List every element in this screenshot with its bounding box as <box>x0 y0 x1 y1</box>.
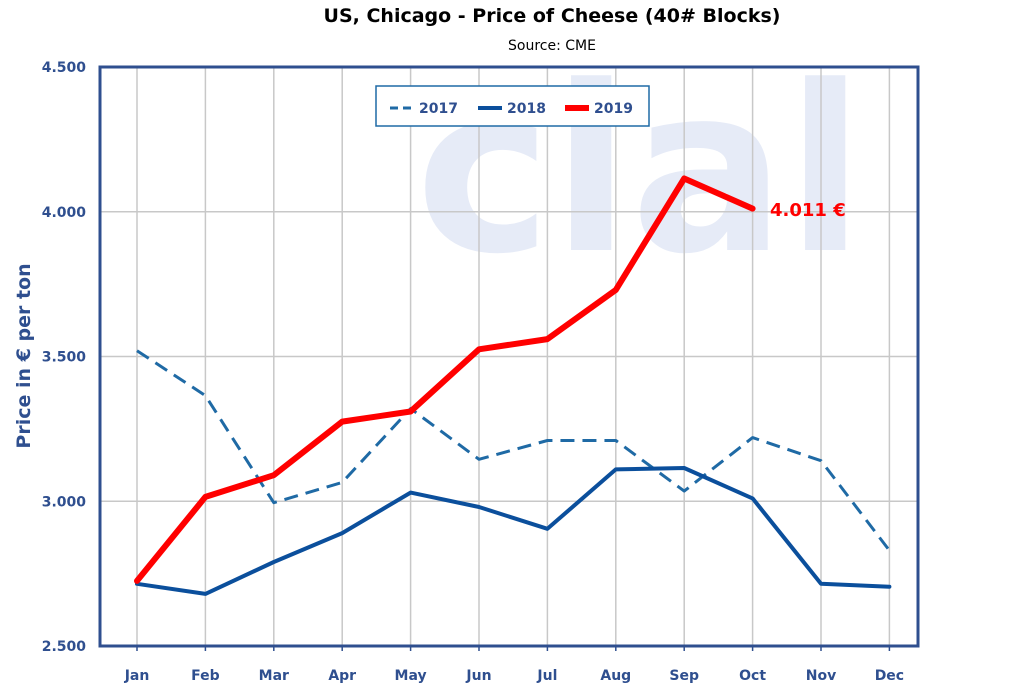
y-tick-label: 2.500 <box>42 639 87 655</box>
y-tick-label: 4.000 <box>42 205 87 221</box>
x-tick-label: Mar <box>259 668 289 683</box>
series-line-2019 <box>134 175 756 584</box>
legend-label-2018: 2018 <box>507 101 546 117</box>
watermark-logo: clal <box>415 38 864 305</box>
x-tick-label: Nov <box>806 668 836 683</box>
series-line-2017 <box>136 349 891 552</box>
y-tick-label: 3.000 <box>42 494 87 510</box>
series-line-2018 <box>135 466 892 596</box>
legend: 2017 2018 2019 <box>375 85 650 127</box>
grid <box>100 67 918 646</box>
x-axis-ticks: Jan Feb Mar Apr May Jun Jul Aug Sep Oct Nov Dec <box>124 646 904 683</box>
x-tick-label: Jun <box>465 668 491 683</box>
chart-subtitle: Source: CME <box>508 38 596 54</box>
watermark-text: clal <box>415 38 864 305</box>
series-lines <box>134 175 892 596</box>
x-tick-label: Feb <box>191 668 220 683</box>
x-tick-label: Aug <box>600 668 631 683</box>
x-tick-label: Dec <box>875 668 904 683</box>
x-tick-label: Oct <box>739 668 766 683</box>
y-axis-ticks: 2.500 3.000 3.500 4.000 4.500 <box>42 60 87 655</box>
chart-title: US, Chicago - Price of Cheese (40# Block… <box>324 5 781 27</box>
x-tick-label: Jan <box>124 668 150 683</box>
plot-frame <box>98 65 920 648</box>
y-tick-label: 4.500 <box>42 60 87 76</box>
x-tick-label: Apr <box>328 668 356 683</box>
last-value-annotation: 4.011 € <box>770 200 846 221</box>
y-tick-label: 3.500 <box>42 350 87 366</box>
legend-box <box>375 85 650 127</box>
x-tick-label: Sep <box>669 668 699 683</box>
legend-label-2017: 2017 <box>419 101 458 117</box>
y-axis-label: Price in € per ton <box>13 263 35 448</box>
legend-label-2019: 2019 <box>594 101 633 117</box>
x-tick-label: Jul <box>536 668 557 683</box>
x-tick-label: May <box>395 668 427 683</box>
